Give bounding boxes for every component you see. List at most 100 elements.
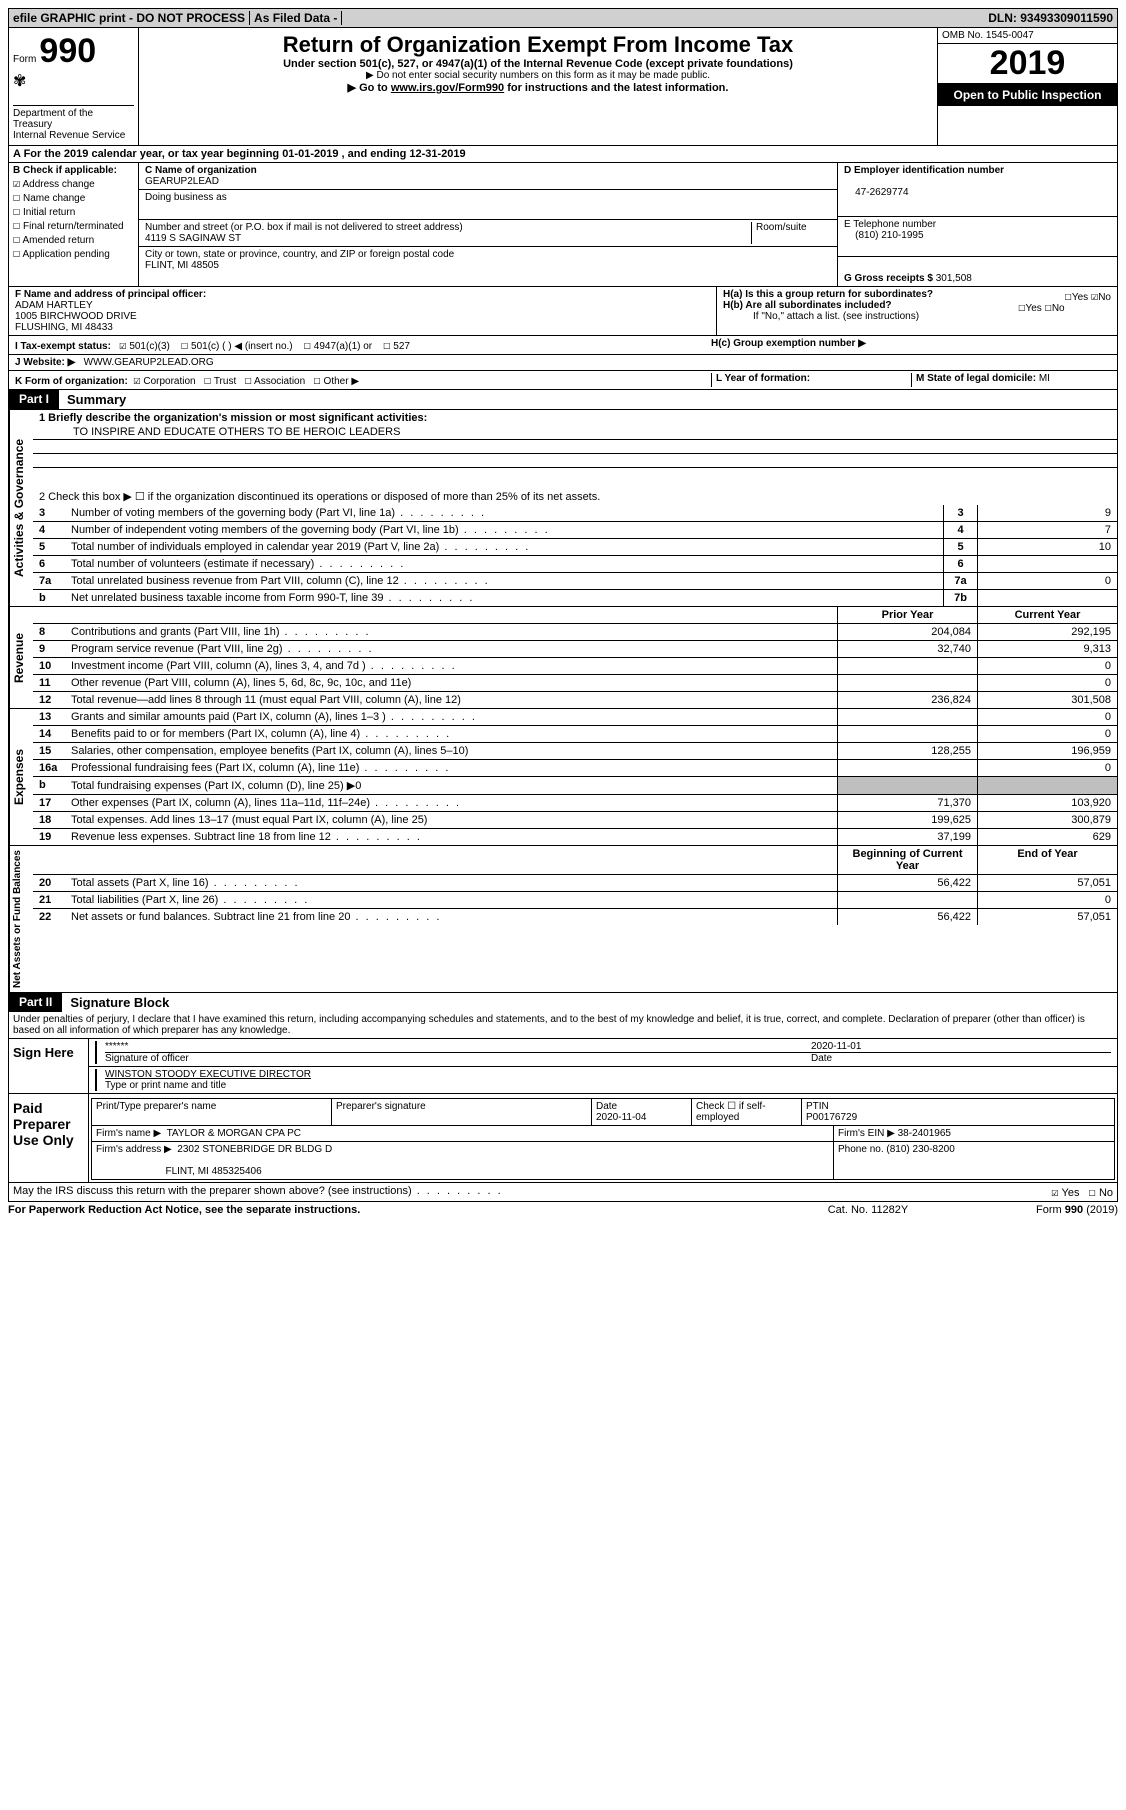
part1-name: Summary — [59, 390, 134, 409]
val6 — [977, 556, 1117, 572]
firm-ein-label: Firm's EIN ▶ — [838, 1128, 895, 1139]
j-label: J Website: ▶ — [15, 357, 75, 368]
goto-suffix: for instructions and the latest informat… — [504, 82, 728, 94]
year-cell: OMB No. 1545-0047 2019 Open to Public In… — [937, 28, 1117, 145]
initial-return-check[interactable]: ☐ — [13, 204, 20, 218]
line3: Number of voting members of the governin… — [67, 505, 943, 521]
efile-label: efile GRAPHIC print - DO NOT PROCESS — [13, 11, 245, 25]
other-check[interactable]: ☐ — [314, 373, 321, 387]
501c-check[interactable]: ☐ — [181, 338, 188, 352]
part2-header: Part II Signature Block — [9, 992, 1117, 1012]
row-i: I Tax-exempt status: ☑ 501(c)(3) ☐ 501(c… — [9, 335, 1117, 354]
org-name: GEARUP2LEAD — [145, 176, 219, 187]
amended-check[interactable]: ☐ — [13, 232, 20, 246]
officer-street: 1005 BIRCHWOOD DRIVE — [15, 311, 137, 322]
final-return-check[interactable]: ☐ — [13, 218, 20, 232]
mission-text: TO INSPIRE AND EDUCATE OTHERS TO BE HERO… — [33, 426, 1117, 440]
irs-link[interactable]: www.irs.gov/Form990 — [391, 82, 504, 94]
row-j: J Website: ▶ WWW.GEARUP2LEAD.ORG — [9, 354, 1117, 370]
form-container: Form 990 ✾ Department of the Treasury In… — [8, 28, 1118, 1202]
title-cell: Return of Organization Exempt From Incom… — [139, 28, 937, 145]
line9: Program service revenue (Part VIII, line… — [67, 641, 837, 657]
col-h: H(a) Is this a group return for subordin… — [717, 287, 1117, 335]
firm-phone-value: (810) 230-8200 — [886, 1144, 954, 1155]
street-label: Number and street (or P.O. box if mail i… — [145, 222, 463, 233]
typed-name-label: Type or print name and title — [105, 1080, 226, 1091]
4947-check[interactable]: ☐ — [304, 338, 311, 352]
self-employed-check[interactable]: Check ☐ if self-employed — [692, 1099, 802, 1125]
firm-phone-label: Phone no. — [838, 1144, 884, 1155]
sig-date-value: 2020-11-01 — [811, 1041, 861, 1052]
ha-yes-check[interactable]: ☐ — [1065, 289, 1072, 303]
prep-sig-label: Preparer's signature — [332, 1099, 592, 1125]
line7b: Net unrelated business taxable income fr… — [67, 590, 943, 606]
gross-receipts: 301,508 — [936, 273, 972, 284]
527-check[interactable]: ☐ — [383, 338, 390, 352]
sign-here-label: Sign Here — [9, 1039, 89, 1093]
val5: 10 — [977, 539, 1117, 555]
hb-no-check[interactable]: ☐ — [1045, 300, 1052, 314]
discuss-yes-check[interactable]: ☑ — [1051, 1185, 1058, 1199]
m-label: M State of legal domicile: — [916, 373, 1036, 384]
paperwork-notice: For Paperwork Reduction Act Notice, see … — [8, 1204, 768, 1216]
form-title: Return of Organization Exempt From Incom… — [145, 32, 931, 58]
trust-check[interactable]: ☐ — [204, 373, 211, 387]
current-year-hdr: Current Year — [977, 607, 1117, 623]
col-b: B Check if applicable: ☑ Address change … — [9, 163, 139, 286]
line4: Number of independent voting members of … — [67, 522, 943, 538]
website-url: WWW.GEARUP2LEAD.ORG — [84, 357, 214, 368]
beg-year-hdr: Beginning of Current Year — [837, 846, 977, 874]
k-label: K Form of organization: — [15, 376, 128, 387]
corp-check[interactable]: ☑ — [133, 373, 140, 387]
omb-number: OMB No. 1545-0047 — [938, 28, 1117, 44]
firm-ein-value: 38-2401965 — [898, 1128, 951, 1139]
c-label: C Name of organization — [145, 165, 257, 176]
val7a: 0 — [977, 573, 1117, 589]
e-label: E Telephone number — [844, 219, 936, 230]
section-expenses: Expenses 13Grants and similar amounts pa… — [9, 708, 1117, 845]
line2: 2 Check this box ▶ ☐ if the organization… — [39, 491, 600, 503]
addr-change-check[interactable]: ☑ — [13, 176, 20, 190]
header-row: Form 990 ✾ Department of the Treasury In… — [9, 28, 1117, 145]
dln: DLN: 93493309011590 — [988, 11, 1113, 25]
part1-header: Part I Summary — [9, 389, 1117, 409]
val4: 7 — [977, 522, 1117, 538]
line19: Revenue less expenses. Subtract line 18 … — [67, 829, 837, 845]
irs-label: Internal Revenue Service — [13, 130, 125, 141]
side-netassets: Net Assets or Fund Balances — [9, 846, 33, 992]
part2-name: Signature Block — [62, 993, 177, 1012]
row-a: A For the 2019 calendar year, or tax yea… — [9, 145, 1117, 162]
f-label: F Name and address of principal officer: — [15, 289, 206, 300]
fh-row: F Name and address of principal officer:… — [9, 286, 1117, 335]
hc-label: H(c) Group exemption number ▶ — [711, 338, 866, 349]
line13: Grants and similar amounts paid (Part IX… — [67, 709, 837, 725]
dba-label: Doing business as — [145, 192, 227, 203]
firm-addr1: 2302 STONEBRIDGE DR BLDG D — [177, 1144, 332, 1155]
part2-tab: Part II — [9, 993, 62, 1012]
501c3-check[interactable]: ☑ — [119, 338, 126, 352]
sig-date-label: Date — [811, 1052, 1111, 1064]
line5: Total number of individuals employed in … — [67, 539, 943, 555]
section-governance: Activities & Governance 1 Briefly descri… — [9, 409, 1117, 606]
line10: Investment income (Part VIII, column (A)… — [67, 658, 837, 674]
line7a: Total unrelated business revenue from Pa… — [67, 573, 943, 589]
sig-stars: ****** — [105, 1041, 128, 1052]
cat-no: Cat. No. 11282Y — [768, 1204, 968, 1216]
g-label: G Gross receipts $ — [844, 273, 933, 284]
line21: Total liabilities (Part X, line 26) — [67, 892, 837, 908]
prep-name-label: Print/Type preparer's name — [92, 1099, 332, 1125]
preparer-table: Print/Type preparer's name Preparer's si… — [91, 1098, 1115, 1180]
assoc-check[interactable]: ☐ — [245, 373, 252, 387]
name-change-check[interactable]: ☐ — [13, 190, 20, 204]
val3: 9 — [977, 505, 1117, 521]
goto-prefix: ▶ Go to — [348, 82, 391, 94]
firm-addr-label: Firm's address ▶ — [96, 1144, 172, 1155]
prior-year-hdr: Prior Year — [837, 607, 977, 623]
ptin-label: PTIN — [806, 1101, 829, 1112]
room-label: Room/suite — [756, 222, 807, 233]
row-klm: K Form of organization: ☑ Corporation ☐ … — [9, 370, 1117, 389]
side-governance: Activities & Governance — [9, 410, 33, 606]
m-value: MI — [1039, 373, 1050, 384]
discuss-no-check[interactable]: ☐ — [1089, 1185, 1096, 1199]
app-pending-check[interactable]: ☐ — [13, 246, 20, 260]
